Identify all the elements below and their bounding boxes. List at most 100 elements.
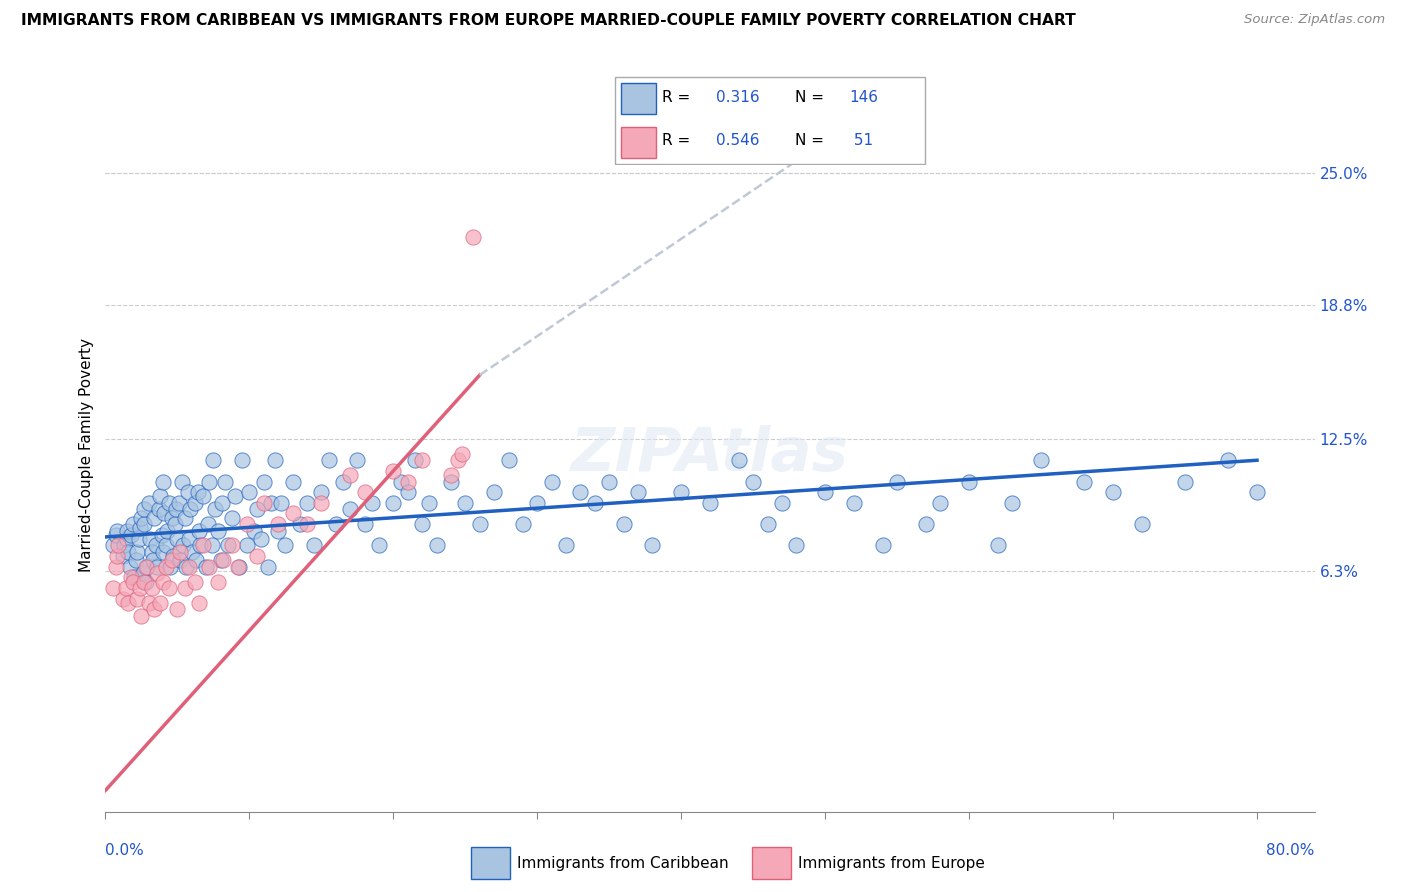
Point [149, 596, 172, 610]
Point [886, 475, 908, 489]
Point [253, 475, 276, 489]
Point [295, 517, 318, 532]
Point [756, 517, 779, 532]
Text: ZIPAtlas: ZIPAtlas [571, 425, 849, 484]
Text: Immigrants from Caribbean: Immigrants from Caribbean [517, 855, 728, 871]
Point [204, 502, 226, 516]
Point [302, 538, 325, 552]
Text: 146: 146 [849, 90, 877, 104]
Point [325, 517, 347, 532]
Text: 80.0%: 80.0% [1267, 843, 1315, 858]
Point [173, 581, 195, 595]
Point [540, 475, 562, 489]
Point [389, 475, 412, 489]
Point [159, 559, 181, 574]
Point [468, 517, 491, 532]
Point [207, 524, 229, 538]
Point [118, 559, 141, 574]
Point [246, 549, 269, 563]
Text: R =: R = [662, 90, 690, 104]
Point [360, 496, 382, 510]
Point [217, 538, 239, 552]
Point [339, 502, 361, 516]
Point [143, 602, 166, 616]
Point [238, 485, 260, 500]
Point [160, 553, 183, 567]
Point [111, 591, 134, 606]
Point [311, 496, 333, 510]
Point [264, 453, 287, 467]
Point [146, 566, 169, 581]
Text: 0.316: 0.316 [716, 90, 759, 104]
Point [1029, 453, 1052, 467]
Point [1246, 485, 1268, 500]
Point [202, 453, 225, 467]
Point [183, 496, 205, 510]
Point [1130, 517, 1153, 532]
Point [267, 517, 290, 532]
Point [404, 453, 426, 467]
Point [425, 538, 447, 552]
Point [160, 510, 183, 524]
Point [183, 574, 205, 589]
Point [105, 524, 128, 538]
Point [454, 496, 477, 510]
Point [411, 517, 433, 532]
Point [339, 468, 361, 483]
Point [270, 496, 292, 510]
Point [165, 502, 187, 516]
FancyBboxPatch shape [752, 847, 790, 880]
Point [396, 485, 419, 500]
Point [526, 496, 548, 510]
Point [253, 496, 276, 510]
Point [447, 453, 470, 467]
Point [583, 496, 606, 510]
FancyBboxPatch shape [614, 77, 925, 164]
Point [150, 528, 173, 542]
Point [127, 545, 149, 559]
Point [742, 475, 765, 489]
Point [190, 538, 212, 552]
Point [127, 591, 149, 606]
Point [135, 559, 157, 574]
Point [281, 475, 304, 489]
Text: Immigrants from Europe: Immigrants from Europe [799, 855, 984, 871]
Point [128, 532, 150, 546]
Point [555, 538, 578, 552]
Point [872, 538, 894, 552]
Point [201, 538, 224, 552]
Point [785, 538, 807, 552]
Point [288, 517, 311, 532]
Point [153, 507, 176, 521]
Point [179, 502, 201, 516]
Point [187, 485, 209, 500]
Point [173, 510, 195, 524]
Point [111, 549, 134, 563]
Point [671, 485, 693, 500]
Point [143, 510, 166, 524]
Point [152, 574, 174, 589]
Point [167, 496, 190, 510]
Point [727, 453, 749, 467]
Point [149, 490, 172, 504]
Point [162, 549, 184, 563]
Point [198, 475, 221, 489]
Point [177, 559, 200, 574]
Point [221, 538, 243, 552]
Point [440, 468, 463, 483]
Point [146, 559, 169, 574]
Point [281, 507, 304, 521]
Point [156, 524, 179, 538]
Point [257, 559, 280, 574]
Point [212, 553, 235, 567]
Text: N =: N = [796, 90, 824, 104]
Point [211, 496, 233, 510]
Text: 51: 51 [849, 134, 873, 148]
Point [117, 596, 139, 610]
Point [451, 447, 474, 461]
Point [915, 517, 938, 532]
Point [512, 517, 534, 532]
Point [131, 608, 153, 623]
Point [101, 538, 124, 552]
Point [197, 517, 219, 532]
